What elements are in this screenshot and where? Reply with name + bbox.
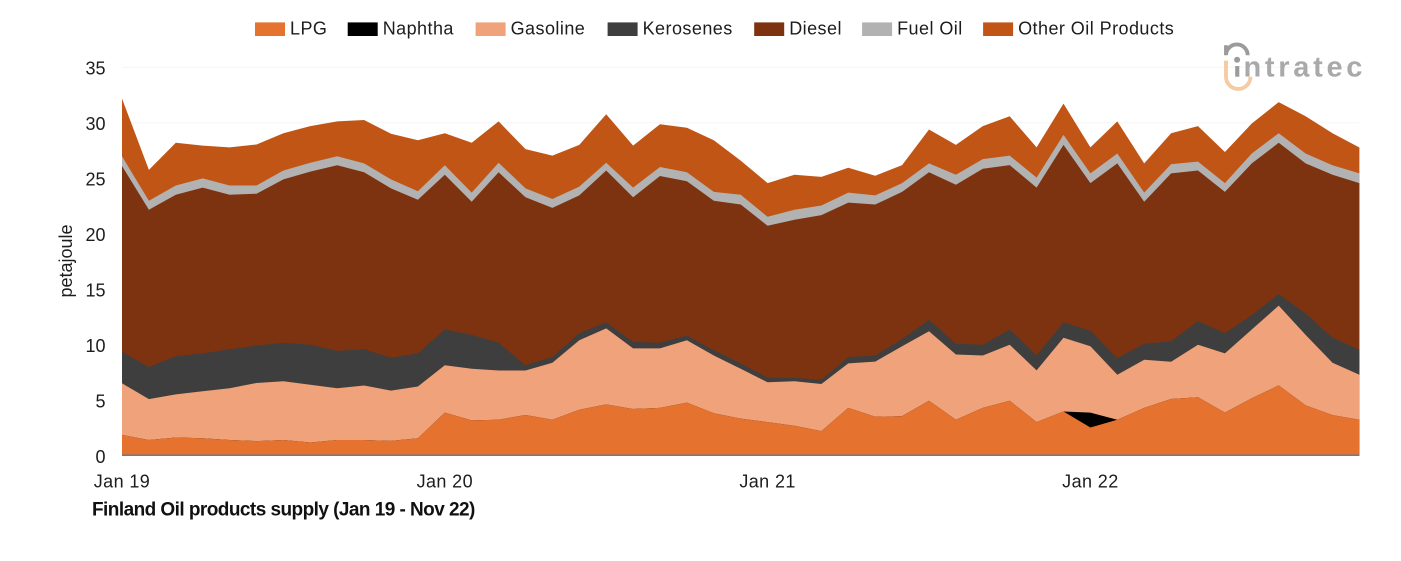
svg-text:25: 25 (85, 170, 105, 190)
svg-text:petajoule: petajoule (56, 224, 76, 297)
svg-text:0: 0 (95, 447, 105, 467)
svg-text:Kerosenes: Kerosenes (643, 18, 733, 38)
svg-text:5: 5 (95, 391, 105, 411)
svg-text:ntratec: ntratec (1244, 52, 1367, 84)
svg-text:Fuel Oil: Fuel Oil (897, 18, 963, 38)
svg-text:35: 35 (85, 59, 105, 79)
svg-text:Jan 21: Jan 21 (739, 472, 795, 492)
svg-text:20: 20 (85, 225, 105, 245)
svg-text:30: 30 (85, 114, 105, 134)
svg-text:Other Oil Products: Other Oil Products (1018, 18, 1174, 38)
svg-text:Finland Oil products supply (J: Finland Oil products supply (Jan 19 - No… (92, 500, 475, 521)
svg-text:Jan 20: Jan 20 (417, 472, 473, 492)
svg-text:10: 10 (85, 336, 105, 356)
svg-text:LPG: LPG (290, 18, 327, 38)
svg-text:Naphtha: Naphtha (383, 18, 455, 38)
svg-text:Jan 19: Jan 19 (94, 472, 150, 492)
svg-text:Jan 22: Jan 22 (1062, 472, 1118, 492)
svg-text:Gasoline: Gasoline (511, 18, 586, 38)
svg-text:Diesel: Diesel (789, 18, 842, 38)
svg-text:15: 15 (85, 281, 105, 301)
